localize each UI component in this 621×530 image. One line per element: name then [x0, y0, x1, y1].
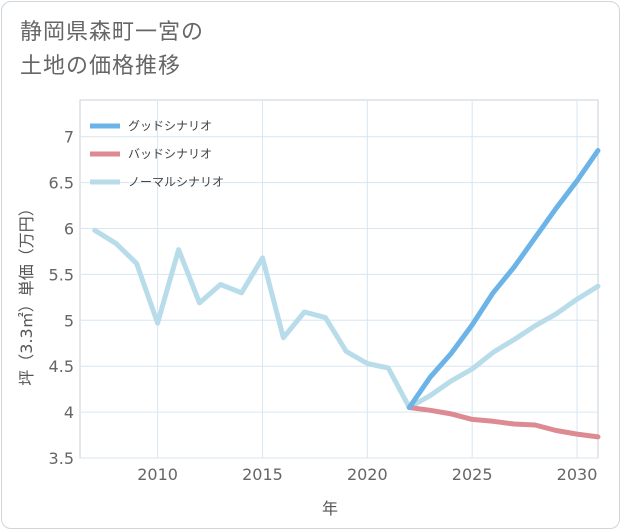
series-line-1 — [406, 148, 601, 410]
x-tick-label: 2010 — [137, 465, 178, 484]
y-tick-labels: 3.5 4 4.5 5 5.5 6 6.5 7 — [49, 128, 74, 468]
y-tick-label: 6 — [64, 220, 74, 239]
legend-label: ノーマルシナリオ — [128, 175, 224, 189]
chart-title-line-1: 静岡県森町一宮の — [20, 20, 205, 45]
y-tick-label: 7 — [64, 128, 74, 147]
series-line-2 — [406, 405, 601, 440]
x-tick-label: 2025 — [452, 465, 493, 484]
grid — [80, 100, 598, 459]
x-tick-labels: 2010 2015 2020 2025 2030 — [137, 465, 597, 484]
y-tick-label: 6.5 — [49, 174, 74, 193]
x-tick-label: 2020 — [347, 465, 388, 484]
y-tick-label: 3.5 — [49, 449, 74, 468]
x-tick-label: 2030 — [557, 465, 598, 484]
series-line-3 — [92, 227, 601, 410]
y-axis-title: 坪（3.3㎡）単価（万円） — [17, 200, 36, 385]
chart-title-line-2: 土地の価格推移 — [20, 54, 182, 79]
y-tick-label: 4.5 — [49, 357, 74, 376]
y-tick-label: 5 — [64, 311, 74, 330]
chart-title: 静岡県森町一宮の 土地の価格推移 — [20, 16, 204, 84]
x-axis-title: 年 — [322, 499, 338, 518]
plot-area — [79, 99, 599, 459]
legend-label: バッドシナリオ — [128, 147, 212, 161]
y-tick-label: 4 — [64, 403, 74, 422]
series-lines — [92, 148, 601, 440]
x-tick-label: 2015 — [242, 465, 283, 484]
y-tick-label: 5.5 — [49, 265, 74, 284]
legend-label: グッドシナリオ — [128, 119, 212, 133]
